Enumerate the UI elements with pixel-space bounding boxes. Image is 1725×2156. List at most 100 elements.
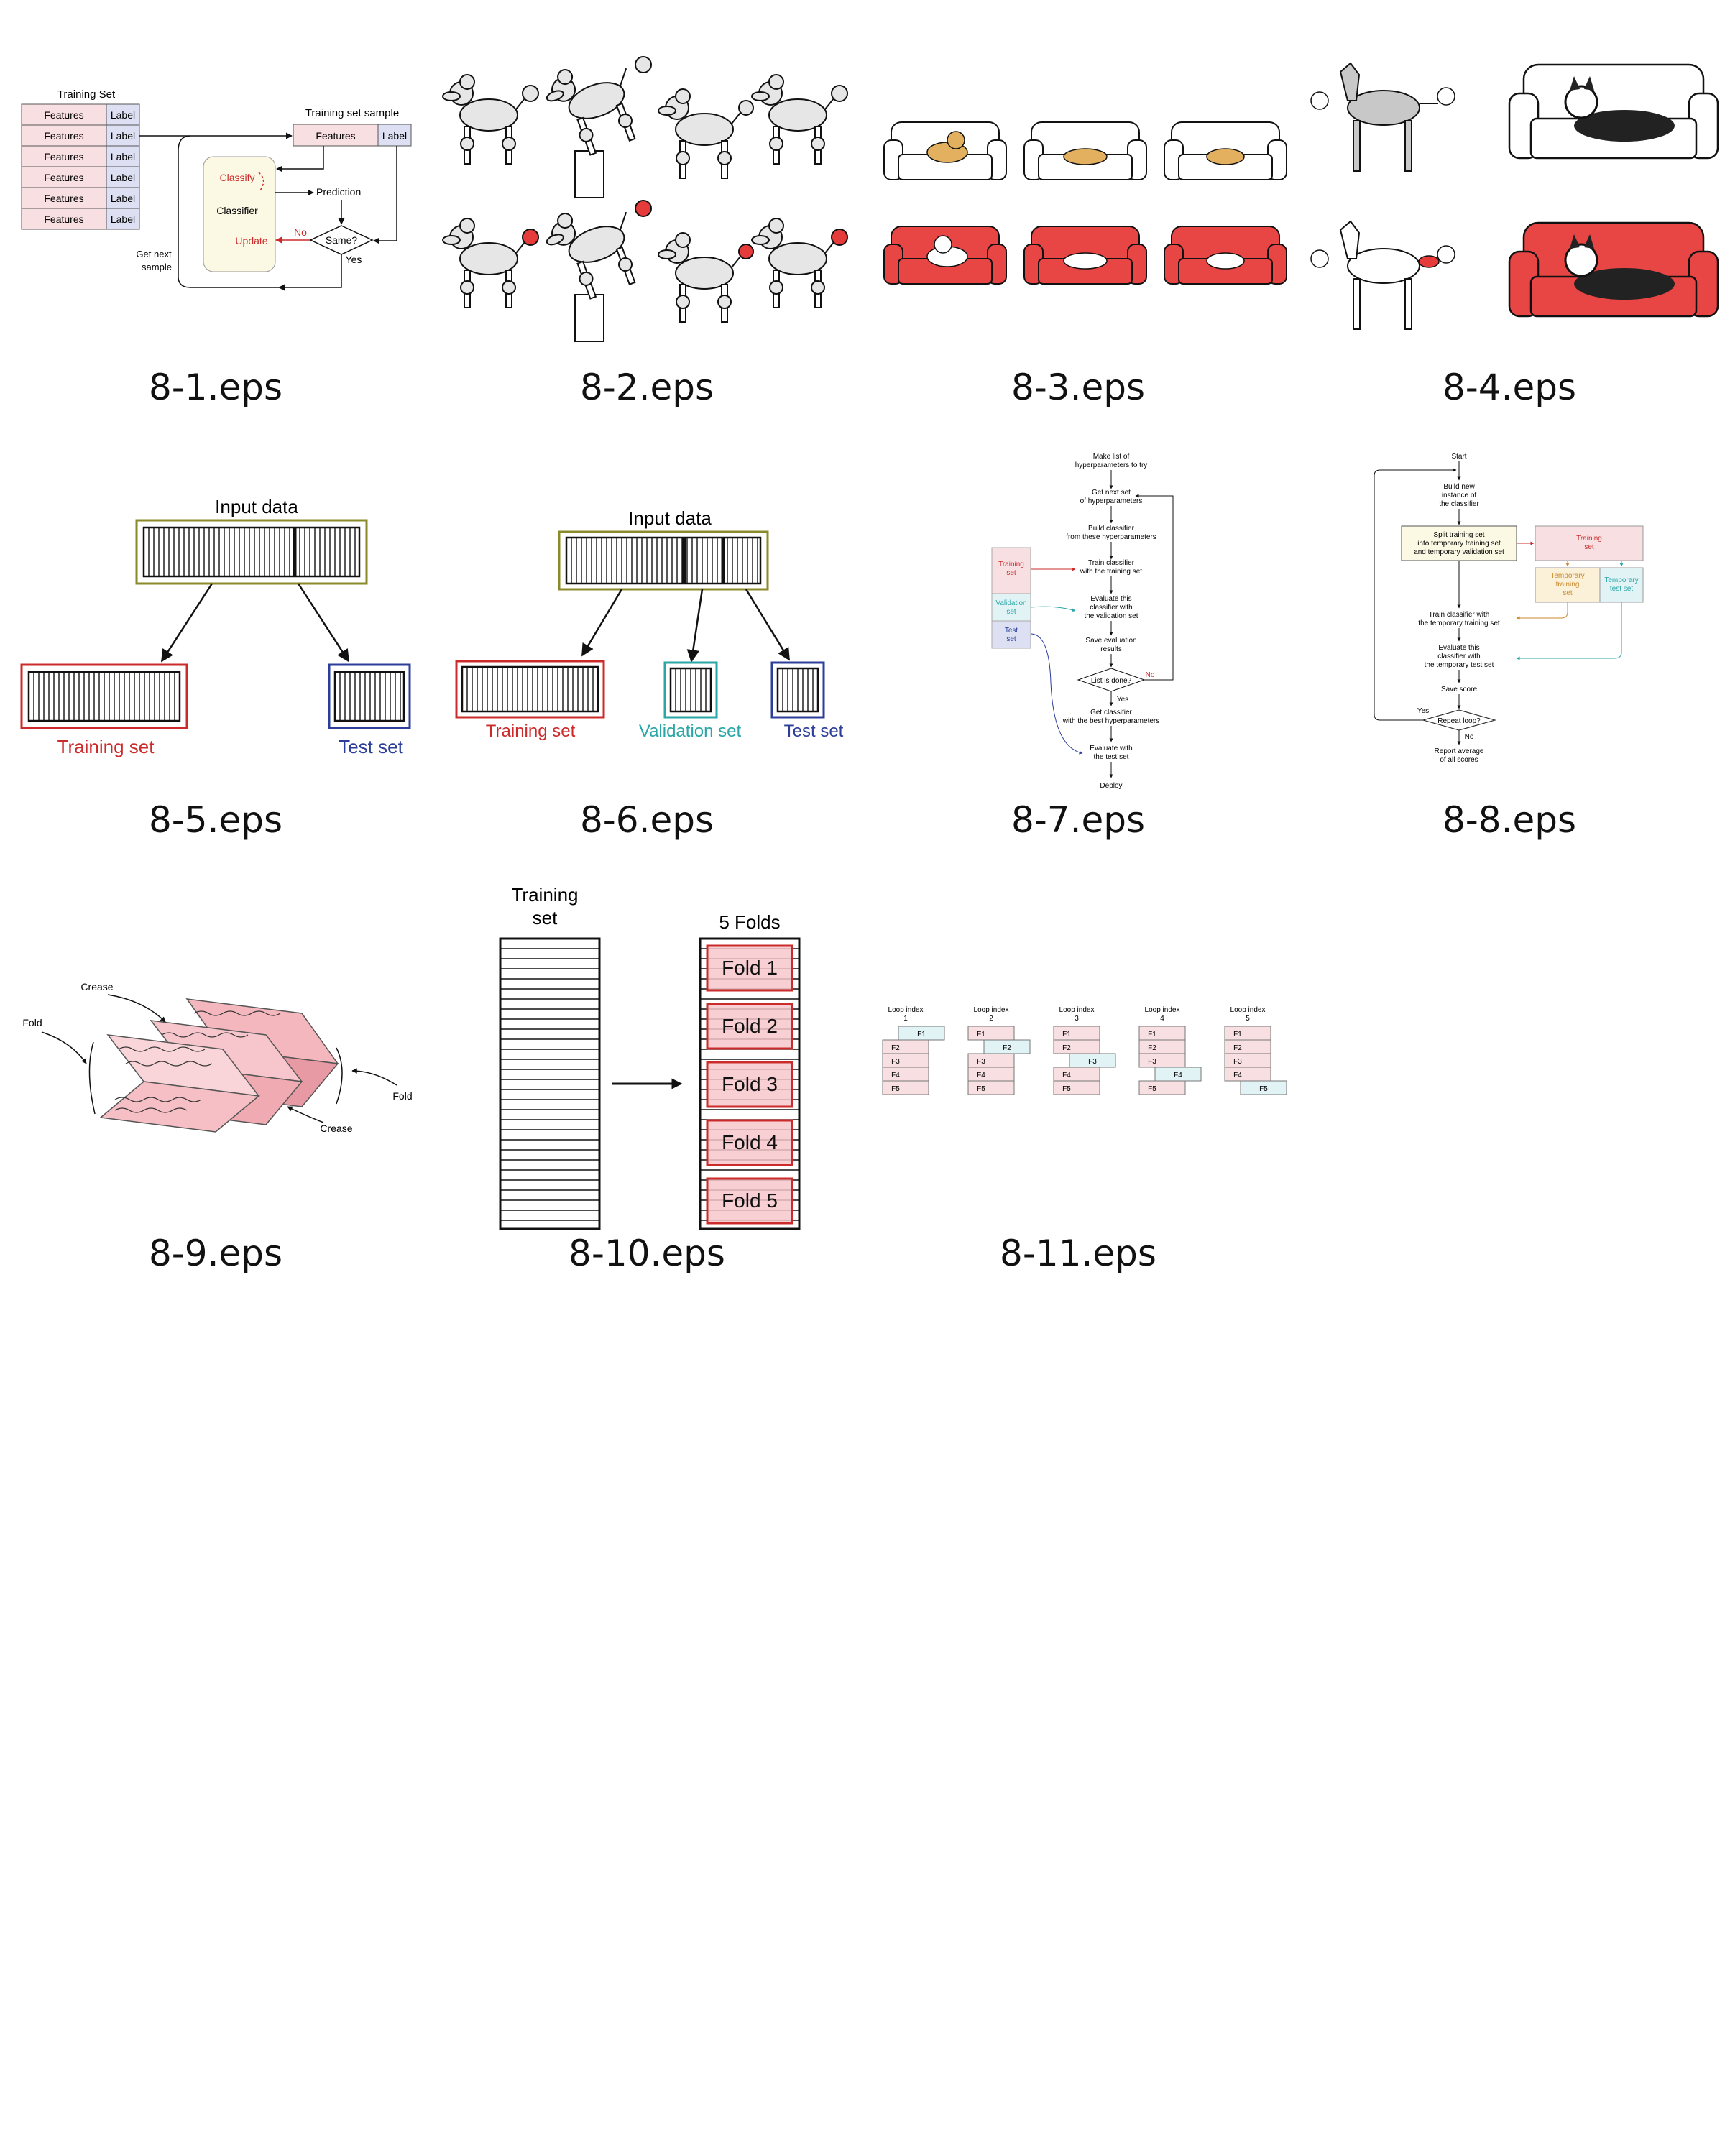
svg-text:F2: F2 (1003, 1044, 1011, 1052)
training-set-box (991, 547, 1031, 594)
svg-text:Label: Label (382, 130, 407, 142)
train-fold: F2 (1053, 1039, 1100, 1054)
svg-text:F5: F5 (1062, 1085, 1071, 1093)
split-box (1401, 525, 1517, 561)
crease-label-top: Crease (80, 981, 113, 992)
train-fold: F4 (967, 1067, 1015, 1082)
figure-8-8: Start Build new instance of the classifi… (1294, 446, 1725, 805)
svg-text:set: set (1006, 608, 1016, 616)
get-next-label: Get next (136, 249, 172, 259)
poodle-top-4 (751, 74, 848, 165)
yes-label: Yes (1417, 707, 1429, 715)
features-cell: Features (44, 193, 83, 204)
fold-label: Fold 4 (722, 1131, 778, 1153)
train-fold: F2 (1138, 1039, 1186, 1054)
svg-text:hyperparameters to try: hyperparameters to try (1075, 461, 1148, 469)
svg-text:F4: F4 (1062, 1072, 1071, 1079)
input-data-box (135, 519, 368, 585)
label-cell: Label (111, 151, 135, 162)
svg-text:the temporary test set: the temporary test set (1425, 661, 1494, 669)
svg-text:F2: F2 (1062, 1044, 1071, 1052)
caption-8-7: 8-7.eps (1011, 799, 1146, 841)
svg-text:instance of: instance of (1442, 492, 1477, 499)
train-fold: F1 (967, 1026, 1015, 1041)
no-label: No (1146, 671, 1155, 679)
classifier-label: Classifier (216, 205, 258, 216)
step-build: Build classifier (1088, 525, 1135, 533)
fold-label: Fold 1 (722, 957, 778, 979)
fold-label: Fold 2 (722, 1015, 778, 1037)
validation-set-label: Validation set (639, 722, 742, 741)
training-set-title-2: set (533, 907, 558, 929)
svg-text:Training: Training (998, 561, 1024, 568)
figure-8-6: Input data Training set Validation set T… (431, 496, 862, 755)
svg-text:F1: F1 (1148, 1031, 1156, 1038)
fold-label-right: Fold (392, 1090, 412, 1102)
caption-8-8: 8-8.eps (1442, 799, 1577, 841)
test-set-label: Test set (784, 722, 844, 741)
step-deploy: Deploy (1100, 782, 1122, 790)
svg-text:Test: Test (1005, 627, 1018, 635)
loop-index-label: Loop index (888, 1006, 924, 1014)
caption-8-4: 8-4.eps (1442, 367, 1577, 408)
temp-test-box (1599, 567, 1644, 603)
svg-text:Training: Training (1576, 535, 1602, 543)
features-cell: Features (44, 130, 83, 142)
training-set-title: Training (512, 884, 579, 906)
train-fold: F2 (882, 1039, 929, 1054)
features-cell: Features (44, 172, 83, 183)
train-fold: F1 (1138, 1026, 1186, 1041)
svg-text:with the best hyperparameters: with the best hyperparameters (1062, 717, 1160, 725)
svg-text:the test set: the test set (1094, 753, 1129, 761)
fold-box-4: Fold 4 (706, 1119, 794, 1166)
fold-box-2: Fold 2 (706, 1003, 794, 1050)
svg-text:List is done?: List is done? (1091, 677, 1132, 685)
fold-box-1: Fold 1 (706, 944, 794, 992)
yes-label: Yes (346, 254, 362, 265)
test-set-box (328, 663, 411, 729)
validation-set-box (991, 593, 1031, 622)
svg-text:F3: F3 (1088, 1058, 1097, 1066)
step-eval-test: Evaluate with (1090, 745, 1132, 752)
no-label: No (1465, 733, 1474, 741)
figure-8-2 (431, 43, 862, 345)
poodle-bottom-2 (538, 192, 652, 342)
train-fold: F5 (1053, 1080, 1100, 1095)
svg-text:Temporary: Temporary (1550, 572, 1584, 580)
step-make-list: Make list of (1093, 453, 1130, 461)
test-set-box (991, 620, 1031, 649)
svg-text:F1: F1 (977, 1031, 985, 1038)
svg-text:test set: test set (1610, 585, 1633, 593)
poodle-bottom-4 (751, 218, 848, 308)
test-fold: F1 (898, 1026, 945, 1041)
svg-text:F4: F4 (1233, 1072, 1242, 1079)
train-fold: F5 (1138, 1080, 1186, 1095)
svg-text:set: set (1584, 543, 1594, 551)
svg-text:Features: Features (316, 130, 355, 142)
caption-8-11: 8-11.eps (1000, 1233, 1156, 1274)
svg-text:set: set (1006, 635, 1016, 643)
caption-8-5: 8-5.eps (148, 799, 283, 841)
step-train: Train classifier (1088, 559, 1135, 567)
svg-text:Split training set: Split training set (1433, 531, 1484, 539)
husky-couch-white (1508, 63, 1719, 160)
sample-title: Training set sample (305, 107, 399, 119)
train-fold: F3 (882, 1053, 929, 1068)
train-fold: F5 (882, 1080, 929, 1095)
features-cell: Features (44, 213, 83, 225)
train-fold: F1 (1224, 1026, 1271, 1041)
train-fold: F2 (1224, 1039, 1271, 1054)
svg-text:the validation set: the validation set (1084, 612, 1138, 620)
svg-text:F4: F4 (977, 1072, 985, 1079)
fold-box-5: Fold 5 (706, 1177, 794, 1225)
train-fold: F3 (1138, 1053, 1186, 1068)
test-set-label: Test set (339, 736, 403, 757)
features-cell: Features (44, 151, 83, 162)
svg-text:F2: F2 (1148, 1044, 1156, 1052)
couch-red-1 (883, 226, 1007, 285)
svg-text:Repeat loop?: Repeat loop? (1438, 717, 1481, 725)
